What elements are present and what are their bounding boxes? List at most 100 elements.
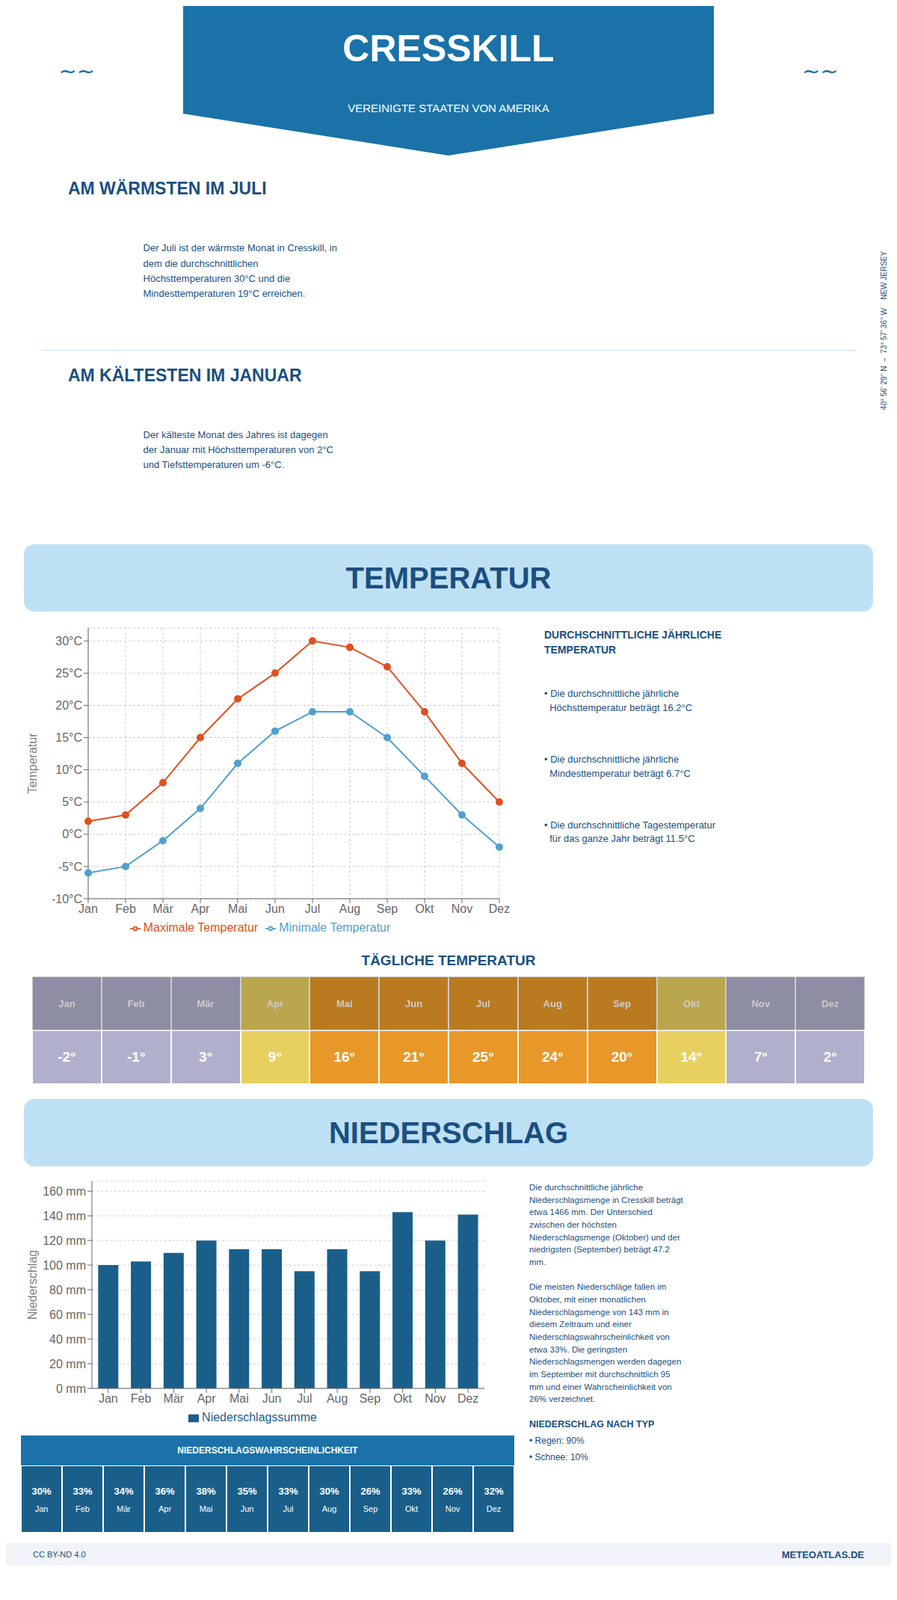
- svg-text:0°C: 0°C: [62, 827, 83, 841]
- svg-text:Jun: Jun: [265, 902, 285, 915]
- svg-text:25°C: 25°C: [55, 666, 83, 680]
- html-text:Die durchschnittliche jährlich: Die durchschnittliche jährliche Niedersc…: [529, 1182, 684, 1404]
- svg-text:Jan: Jan: [98, 1391, 119, 1405]
- html-text:Minimale Temperatur: Minimale Temperatur: [278, 920, 391, 934]
- html-text:Okt: Okt: [683, 997, 700, 1009]
- html-text:16°: 16°: [333, 1048, 356, 1065]
- svg-text:20°C: 20°C: [55, 698, 83, 712]
- svg-text:Mär: Mär: [152, 902, 174, 915]
- html-text:Der kälteste Monat des Jahres: Der kälteste Monat des Jahres ist dagege…: [143, 429, 334, 471]
- svg-text:Jan: Jan: [78, 902, 98, 916]
- html-text:Jul: Jul: [476, 997, 491, 1009]
- html-text:CRESSKILL: CRESSKILL: [342, 27, 555, 70]
- html-text:35%: 35%: [237, 1484, 257, 1497]
- svg-text:Okt: Okt: [393, 1391, 412, 1405]
- html-text:DURCHSCHNITTLICHE JÄHRLICHE TE: DURCHSCHNITTLICHE JÄHRLICHE TEMPERATUR: [544, 628, 722, 656]
- html-text:Der Juli ist der wärmste Monat: Der Juli ist der wärmste Monat in Cressk…: [143, 242, 338, 299]
- html-text:TÄGLICHE TEMPERATUR: TÄGLICHE TEMPERATUR: [361, 952, 536, 969]
- html-text:25°: 25°: [472, 1048, 494, 1065]
- svg-text:Aug: Aug: [339, 902, 361, 915]
- html-text:26%: 26%: [360, 1484, 381, 1497]
- html-text:Jan: Jan: [58, 997, 76, 1009]
- svg-text:20 mm: 20 mm: [49, 1357, 86, 1371]
- svg-text:-10°C: -10°C: [51, 892, 83, 906]
- html-text:Maximale Temperatur: Maximale Temperatur: [143, 920, 259, 934]
- svg-text:5°C: 5°C: [62, 795, 83, 809]
- html-text:38%: 38%: [196, 1484, 216, 1497]
- html-text:33%: 33%: [278, 1484, 298, 1497]
- svg-text:Niederschlag: Niederschlag: [26, 1249, 39, 1320]
- html-text:• Die durchschnittliche jährli: • Die durchschnittliche jährliche Mindes…: [544, 753, 691, 779]
- html-text:Apr: Apr: [266, 997, 284, 1009]
- svg-text:80 mm: 80 mm: [49, 1283, 86, 1297]
- html-text:VEREINIGTE STAATEN VON AMERIKA: VEREINIGTE STAATEN VON AMERIKA: [347, 101, 550, 115]
- svg-text:Okt: Okt: [415, 902, 435, 915]
- svg-text:Dez: Dez: [488, 902, 510, 915]
- html-text:30%: 30%: [31, 1484, 52, 1497]
- svg-text:Jul: Jul: [296, 1391, 312, 1405]
- html-text:36%: 36%: [155, 1484, 175, 1497]
- svg-text:Aug: Aug: [326, 1391, 348, 1405]
- html-text:34%: 34%: [113, 1484, 134, 1497]
- html-text:24°: 24°: [541, 1048, 564, 1065]
- html-text:26%: 26%: [442, 1484, 463, 1497]
- svg-text:Apr: Apr: [191, 902, 211, 915]
- html-text:Mai: Mai: [336, 997, 353, 1009]
- html-text:Mär: Mär: [196, 997, 215, 1009]
- svg-text:Feb: Feb: [130, 1391, 152, 1405]
- svg-text:160 mm: 160 mm: [42, 1184, 86, 1198]
- svg-text:Nov: Nov: [424, 1391, 446, 1405]
- html-text:Feb: Feb: [127, 997, 145, 1009]
- svg-text:Apr: Apr: [197, 1391, 217, 1405]
- html-text:AM WÄRMSTEN IM JULI: AM WÄRMSTEN IM JULI: [67, 178, 267, 199]
- svg-text:Mär: Mär: [163, 1391, 185, 1405]
- html-text:Dez: Dez: [821, 997, 839, 1009]
- html-text:14°: 14°: [680, 1048, 703, 1065]
- svg-text:-5°C: -5°C: [58, 860, 83, 874]
- svg-text:Temperatur: Temperatur: [26, 732, 39, 794]
- html-text:NIEDERSCHLAGSWAHRSCHEINLICHKEI: NIEDERSCHLAGSWAHRSCHEINLICHKEIT: [177, 1444, 358, 1456]
- svg-text:Feb: Feb: [115, 902, 137, 915]
- html-text:• Die durchschnittliche jährli: • Die durchschnittliche jährliche Höchst…: [544, 687, 693, 714]
- html-text:-1°: -1°: [127, 1048, 146, 1065]
- svg-text:100 mm: 100 mm: [42, 1258, 86, 1272]
- html-text:33%: 33%: [401, 1484, 422, 1497]
- html-text:• Schnee: 10%: • Schnee: 10%: [529, 1451, 589, 1463]
- html-text:2°: 2°: [823, 1048, 837, 1065]
- svg-text:10°C: 10°C: [55, 763, 83, 776]
- svg-text:Mai: Mai: [229, 1391, 249, 1405]
- html-text:Jun: Jun: [405, 997, 423, 1009]
- html-text:9°: 9°: [268, 1048, 282, 1065]
- svg-text:120 mm: 120 mm: [42, 1234, 86, 1247]
- html-text:Nov: Nov: [751, 997, 770, 1009]
- svg-text:140 mm: 140 mm: [42, 1209, 86, 1223]
- html-text:21°: 21°: [403, 1048, 425, 1065]
- svg-text:Jul: Jul: [304, 902, 320, 915]
- html-text:NIEDERSCHLAG: NIEDERSCHLAG: [328, 1115, 569, 1149]
- html-text:TEMPERATUR: TEMPERATUR: [345, 560, 552, 594]
- html-text:AM KÄLTESTEN IM JANUAR: AM KÄLTESTEN IM JANUAR: [67, 365, 302, 385]
- html-text:NIEDERSCHLAG NACH TYP: NIEDERSCHLAG NACH TYP: [529, 1418, 655, 1430]
- svg-text:60 mm: 60 mm: [49, 1308, 86, 1321]
- html-text:Aug: Aug: [543, 997, 563, 1009]
- html-text:• Die durchschnittliche Tagest: • Die durchschnittliche Tagestemperatur …: [544, 818, 716, 845]
- svg-text:Nov: Nov: [451, 902, 473, 915]
- html-text:32%: 32%: [484, 1484, 504, 1497]
- svg-text:Sep: Sep: [376, 902, 399, 915]
- html-text:7°: 7°: [754, 1048, 768, 1065]
- svg-text:Mai: Mai: [227, 902, 248, 915]
- html-text:20°: 20°: [611, 1048, 633, 1065]
- svg-text:30°C: 30°C: [55, 634, 83, 648]
- svg-text:Jun: Jun: [262, 1391, 282, 1405]
- html-text:3°: 3°: [198, 1048, 213, 1065]
- html-text:30%: 30%: [319, 1484, 339, 1497]
- svg-text:Dez: Dez: [457, 1391, 479, 1405]
- svg-text:0 mm: 0 mm: [56, 1382, 86, 1395]
- html-text:33%: 33%: [72, 1484, 93, 1497]
- svg-text:40 mm: 40 mm: [49, 1332, 86, 1346]
- html-text:Niederschlagssumme: Niederschlagssumme: [201, 1410, 317, 1424]
- html-text:-2°: -2°: [57, 1048, 77, 1065]
- svg-text:Sep: Sep: [359, 1391, 382, 1405]
- html-text:Sep: Sep: [613, 997, 631, 1009]
- svg-text:15°C: 15°C: [55, 731, 83, 744]
